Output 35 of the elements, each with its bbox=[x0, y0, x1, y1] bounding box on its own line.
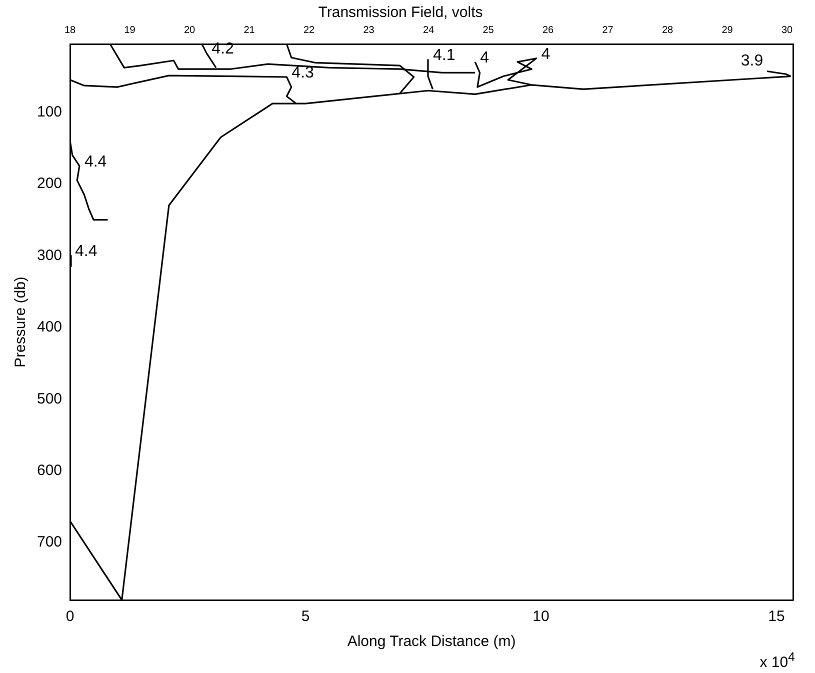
annotation: 3.9 bbox=[740, 52, 764, 70]
y-tick-label: 700 bbox=[36, 534, 62, 551]
x2-tick-label: 26 bbox=[542, 24, 554, 36]
x2-tick-label: 24 bbox=[422, 24, 435, 36]
y-tick-label: 100 bbox=[36, 103, 62, 120]
x2-tick-label: 18 bbox=[64, 24, 76, 36]
x2-tick-label: 22 bbox=[303, 24, 316, 36]
y-tick-label: 400 bbox=[36, 318, 62, 336]
x-tick-label: 10 bbox=[532, 608, 550, 626]
text: x 10$^{4}$ bbox=[760, 650, 795, 671]
x2-tick-label: 19 bbox=[124, 24, 136, 36]
x2-tick-label: 20 bbox=[184, 24, 196, 36]
annotation: 4 bbox=[541, 46, 550, 63]
x2-tick-label: 21 bbox=[244, 24, 256, 36]
chart-title: Transmission Field, volts bbox=[318, 4, 483, 22]
y-tick-label: 300 bbox=[36, 246, 62, 264]
x2-tick-label: 27 bbox=[602, 24, 614, 36]
annotation: 4.1 bbox=[432, 47, 456, 64]
x-tick-label: 0 bbox=[66, 608, 74, 626]
y-tick-label: 500 bbox=[36, 390, 62, 408]
annotation: 4.4 bbox=[84, 153, 107, 170]
x-axis-title: Along Track Distance (m) bbox=[347, 633, 516, 650]
x2-tick-label: 25 bbox=[482, 24, 494, 36]
annotation: 4.4 bbox=[75, 243, 98, 260]
x2-tick-label: 30 bbox=[781, 24, 794, 36]
annotation: 4.3 bbox=[292, 64, 314, 82]
x-tick-label: 15 bbox=[768, 608, 785, 626]
y-tick-label: 200 bbox=[36, 175, 62, 192]
y-tick-label: 600 bbox=[36, 462, 62, 480]
x2-tick-label: 28 bbox=[662, 24, 674, 36]
x-tick-label: 5 bbox=[301, 608, 310, 626]
x2-tick-label: 29 bbox=[722, 24, 734, 36]
annotation: 4 bbox=[480, 49, 490, 66]
x2-tick-label: 23 bbox=[363, 24, 375, 36]
y-axis-title: Pressure (db) bbox=[12, 276, 30, 368]
